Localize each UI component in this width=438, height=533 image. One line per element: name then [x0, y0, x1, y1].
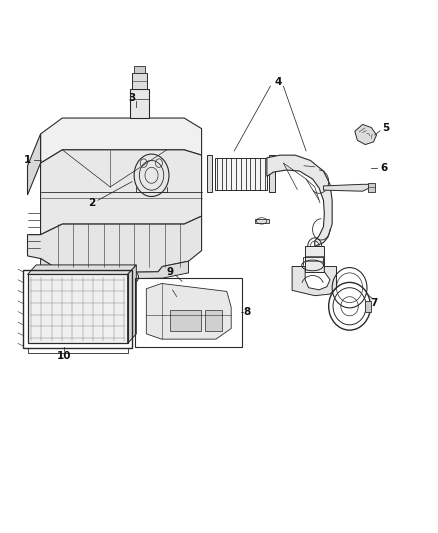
Polygon shape	[28, 265, 136, 274]
Polygon shape	[134, 66, 145, 73]
Text: 4: 4	[274, 77, 282, 87]
Polygon shape	[254, 219, 269, 223]
Text: 6: 6	[380, 164, 387, 173]
Polygon shape	[41, 118, 201, 163]
Polygon shape	[28, 274, 127, 343]
Polygon shape	[132, 73, 147, 89]
Polygon shape	[127, 265, 136, 343]
Polygon shape	[355, 124, 377, 144]
Polygon shape	[41, 259, 188, 279]
Polygon shape	[267, 155, 332, 246]
Polygon shape	[305, 246, 324, 272]
Polygon shape	[292, 266, 336, 296]
Text: 5: 5	[382, 123, 389, 133]
Polygon shape	[28, 216, 201, 273]
Text: 10: 10	[57, 351, 72, 361]
Polygon shape	[207, 155, 212, 192]
Polygon shape	[323, 184, 369, 191]
Text: 9: 9	[167, 267, 174, 277]
Text: 3: 3	[128, 93, 136, 103]
Polygon shape	[269, 155, 275, 192]
Polygon shape	[28, 134, 41, 195]
Polygon shape	[368, 183, 375, 192]
Polygon shape	[205, 310, 223, 331]
Text: 8: 8	[244, 306, 251, 317]
Polygon shape	[365, 301, 371, 312]
Polygon shape	[130, 89, 149, 118]
Text: 7: 7	[370, 297, 377, 308]
Text: 1: 1	[24, 156, 31, 165]
Bar	[135, 278, 242, 347]
Polygon shape	[41, 150, 201, 235]
Polygon shape	[215, 158, 267, 190]
Polygon shape	[146, 284, 231, 339]
Text: 2: 2	[88, 198, 95, 208]
Polygon shape	[170, 310, 201, 331]
